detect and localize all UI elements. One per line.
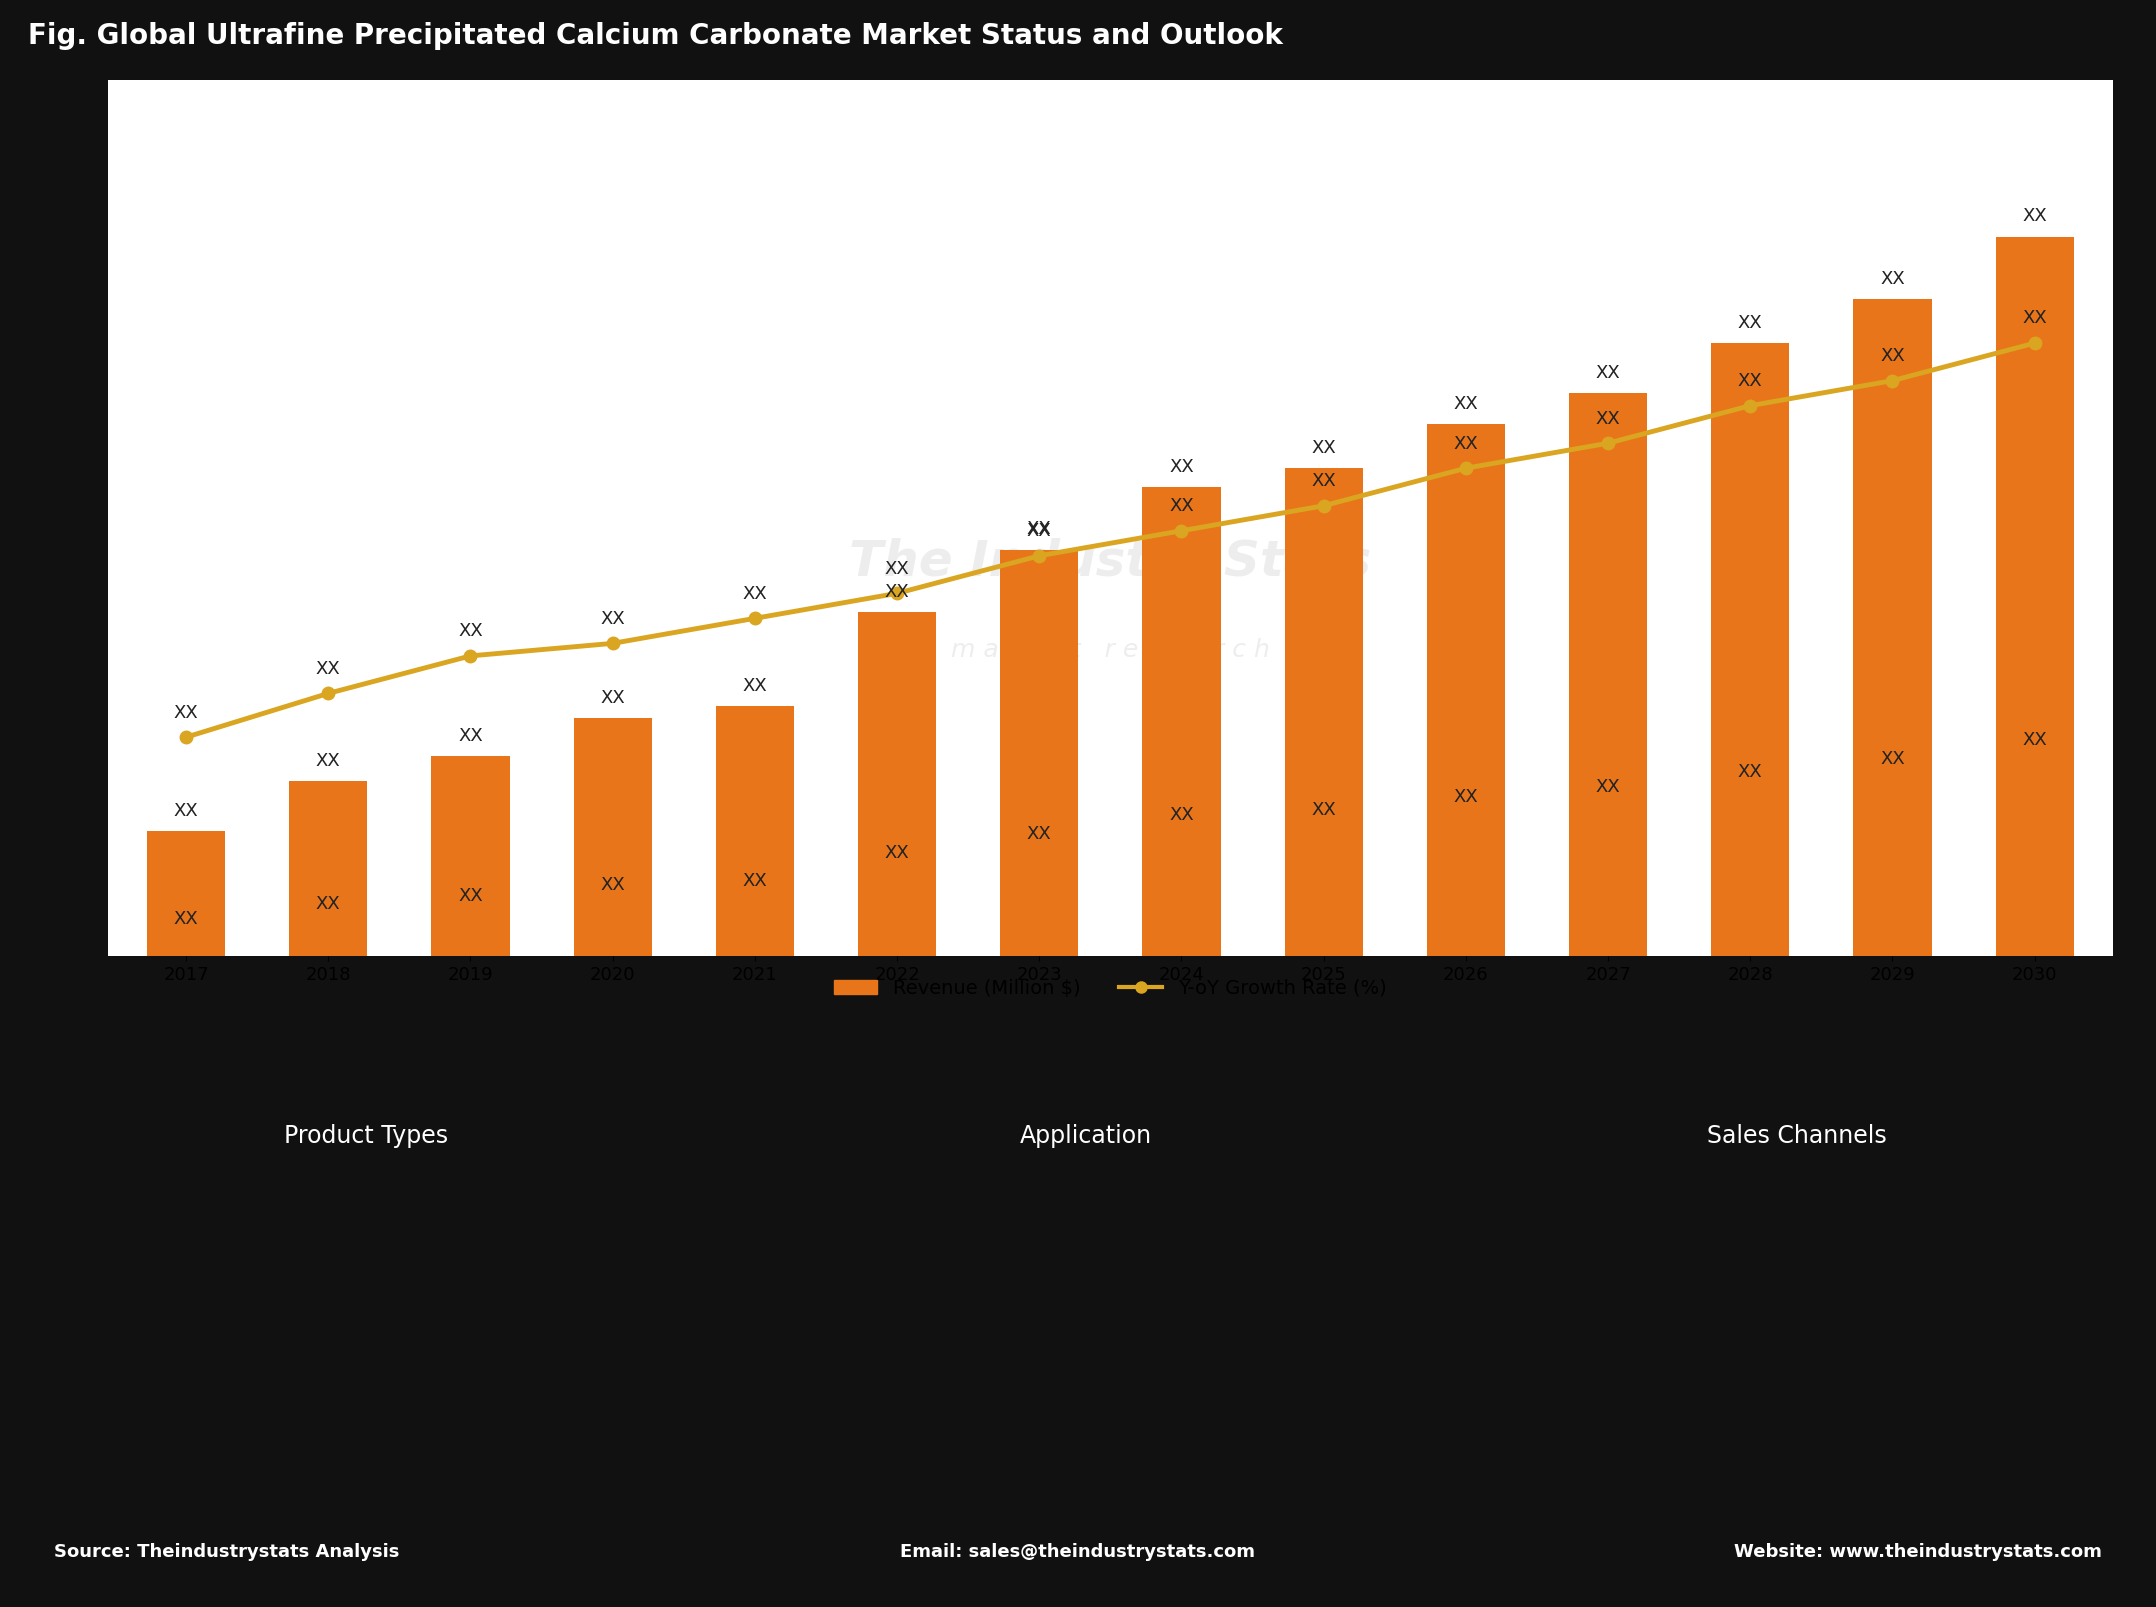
Text: XX: XX	[457, 726, 483, 744]
Text: XX: XX	[599, 689, 625, 707]
Bar	[1854, 299, 1932, 956]
Text: XX: XX	[457, 622, 483, 640]
Bar	[1427, 424, 1505, 956]
Text: XX: XX	[1880, 270, 1906, 288]
Text: XX: XX	[1026, 521, 1052, 538]
Text: XX: XX	[1453, 395, 1479, 413]
Text: XX: XX	[1595, 410, 1621, 427]
Text: XX: XX	[599, 876, 625, 893]
Bar	[1712, 344, 1789, 956]
Bar	[573, 718, 651, 956]
Text: XX: XX	[1738, 371, 1764, 391]
Text: •Coated Precipitated Calcium
   Carbonate: •Coated Precipitated Calcium Carbonate	[54, 1435, 362, 1482]
Bar	[1000, 550, 1078, 956]
Text: Email: sales@theindustrystats.com: Email: sales@theindustrystats.com	[901, 1543, 1255, 1562]
Text: XX: XX	[2022, 310, 2046, 328]
Bar	[1570, 394, 1647, 956]
Text: XX: XX	[1311, 439, 1337, 456]
Text: XX: XX	[884, 844, 910, 861]
Text: •Paints & Coatings: •Paints & Coatings	[778, 1335, 975, 1355]
Legend: Revenue (Million $), Y-oY Growth Rate (%): Revenue (Million $), Y-oY Growth Rate (%…	[826, 971, 1395, 1006]
Text: XX: XX	[175, 704, 198, 722]
Text: •Paper & Pulp: •Paper & Pulp	[778, 1221, 925, 1241]
Text: XX: XX	[2022, 207, 2046, 225]
Text: XX: XX	[599, 609, 625, 628]
Bar	[858, 612, 936, 956]
Text: XX: XX	[457, 887, 483, 905]
Text: XX: XX	[1453, 434, 1479, 453]
Bar	[431, 755, 509, 956]
Text: XX: XX	[315, 752, 341, 770]
Text: XX: XX	[1880, 750, 1906, 768]
Text: Source: Theindustrystats Analysis: Source: Theindustrystats Analysis	[54, 1543, 399, 1562]
Text: XX: XX	[1738, 313, 1764, 331]
Text: XX: XX	[884, 583, 910, 601]
Bar	[1285, 468, 1363, 956]
Text: •Uncoated Precipitated Calcium
   Carbonate: •Uncoated Precipitated Calcium Carbonate	[54, 1208, 388, 1253]
Text: •Distribution Channel: •Distribution Channel	[1490, 1448, 1716, 1469]
Text: •Other: •Other	[778, 1448, 849, 1469]
Text: XX: XX	[1169, 458, 1194, 476]
Text: XX: XX	[1595, 778, 1621, 795]
Text: •Direct Channel: •Direct Channel	[1490, 1221, 1658, 1241]
Text: XX: XX	[175, 802, 198, 820]
Bar	[289, 781, 367, 956]
Text: Sales Channels: Sales Channels	[1708, 1123, 1886, 1147]
Text: •Adhesives & Sealants: •Adhesives & Sealants	[778, 1392, 1018, 1411]
Text: XX: XX	[742, 677, 768, 694]
Text: XX: XX	[1311, 800, 1337, 820]
Text: Application: Application	[1020, 1123, 1151, 1147]
Text: Website: www.theindustrystats.com: Website: www.theindustrystats.com	[1733, 1543, 2102, 1562]
Text: XX: XX	[315, 895, 341, 913]
Bar	[1143, 487, 1220, 956]
Text: XX: XX	[175, 910, 198, 927]
Text: •Plastics: •Plastics	[778, 1278, 869, 1298]
Text: XX: XX	[315, 660, 341, 678]
Bar	[147, 831, 224, 956]
Text: XX: XX	[742, 873, 768, 890]
Text: XX: XX	[742, 585, 768, 603]
Text: XX: XX	[1453, 787, 1479, 805]
Text: The Industry Stats: The Industry Stats	[849, 538, 1371, 587]
Text: XX: XX	[1169, 807, 1194, 824]
Text: Fig. Global Ultrafine Precipitated Calcium Carbonate Market Status and Outlook: Fig. Global Ultrafine Precipitated Calci…	[28, 22, 1283, 50]
Text: Product Types: Product Types	[285, 1123, 448, 1147]
Text: XX: XX	[2022, 731, 2046, 749]
Text: XX: XX	[1026, 824, 1052, 844]
Bar	[716, 705, 793, 956]
Bar	[1996, 236, 2074, 956]
Text: XX: XX	[1595, 363, 1621, 382]
Text: XX: XX	[884, 559, 910, 577]
Text: XX: XX	[1026, 522, 1052, 540]
Text: XX: XX	[1880, 347, 1906, 365]
Text: XX: XX	[1738, 763, 1764, 781]
Text: XX: XX	[1311, 472, 1337, 490]
Text: XX: XX	[1169, 497, 1194, 516]
Text: m a r k e t   r e s e a r c h: m a r k e t r e s e a r c h	[951, 638, 1270, 662]
